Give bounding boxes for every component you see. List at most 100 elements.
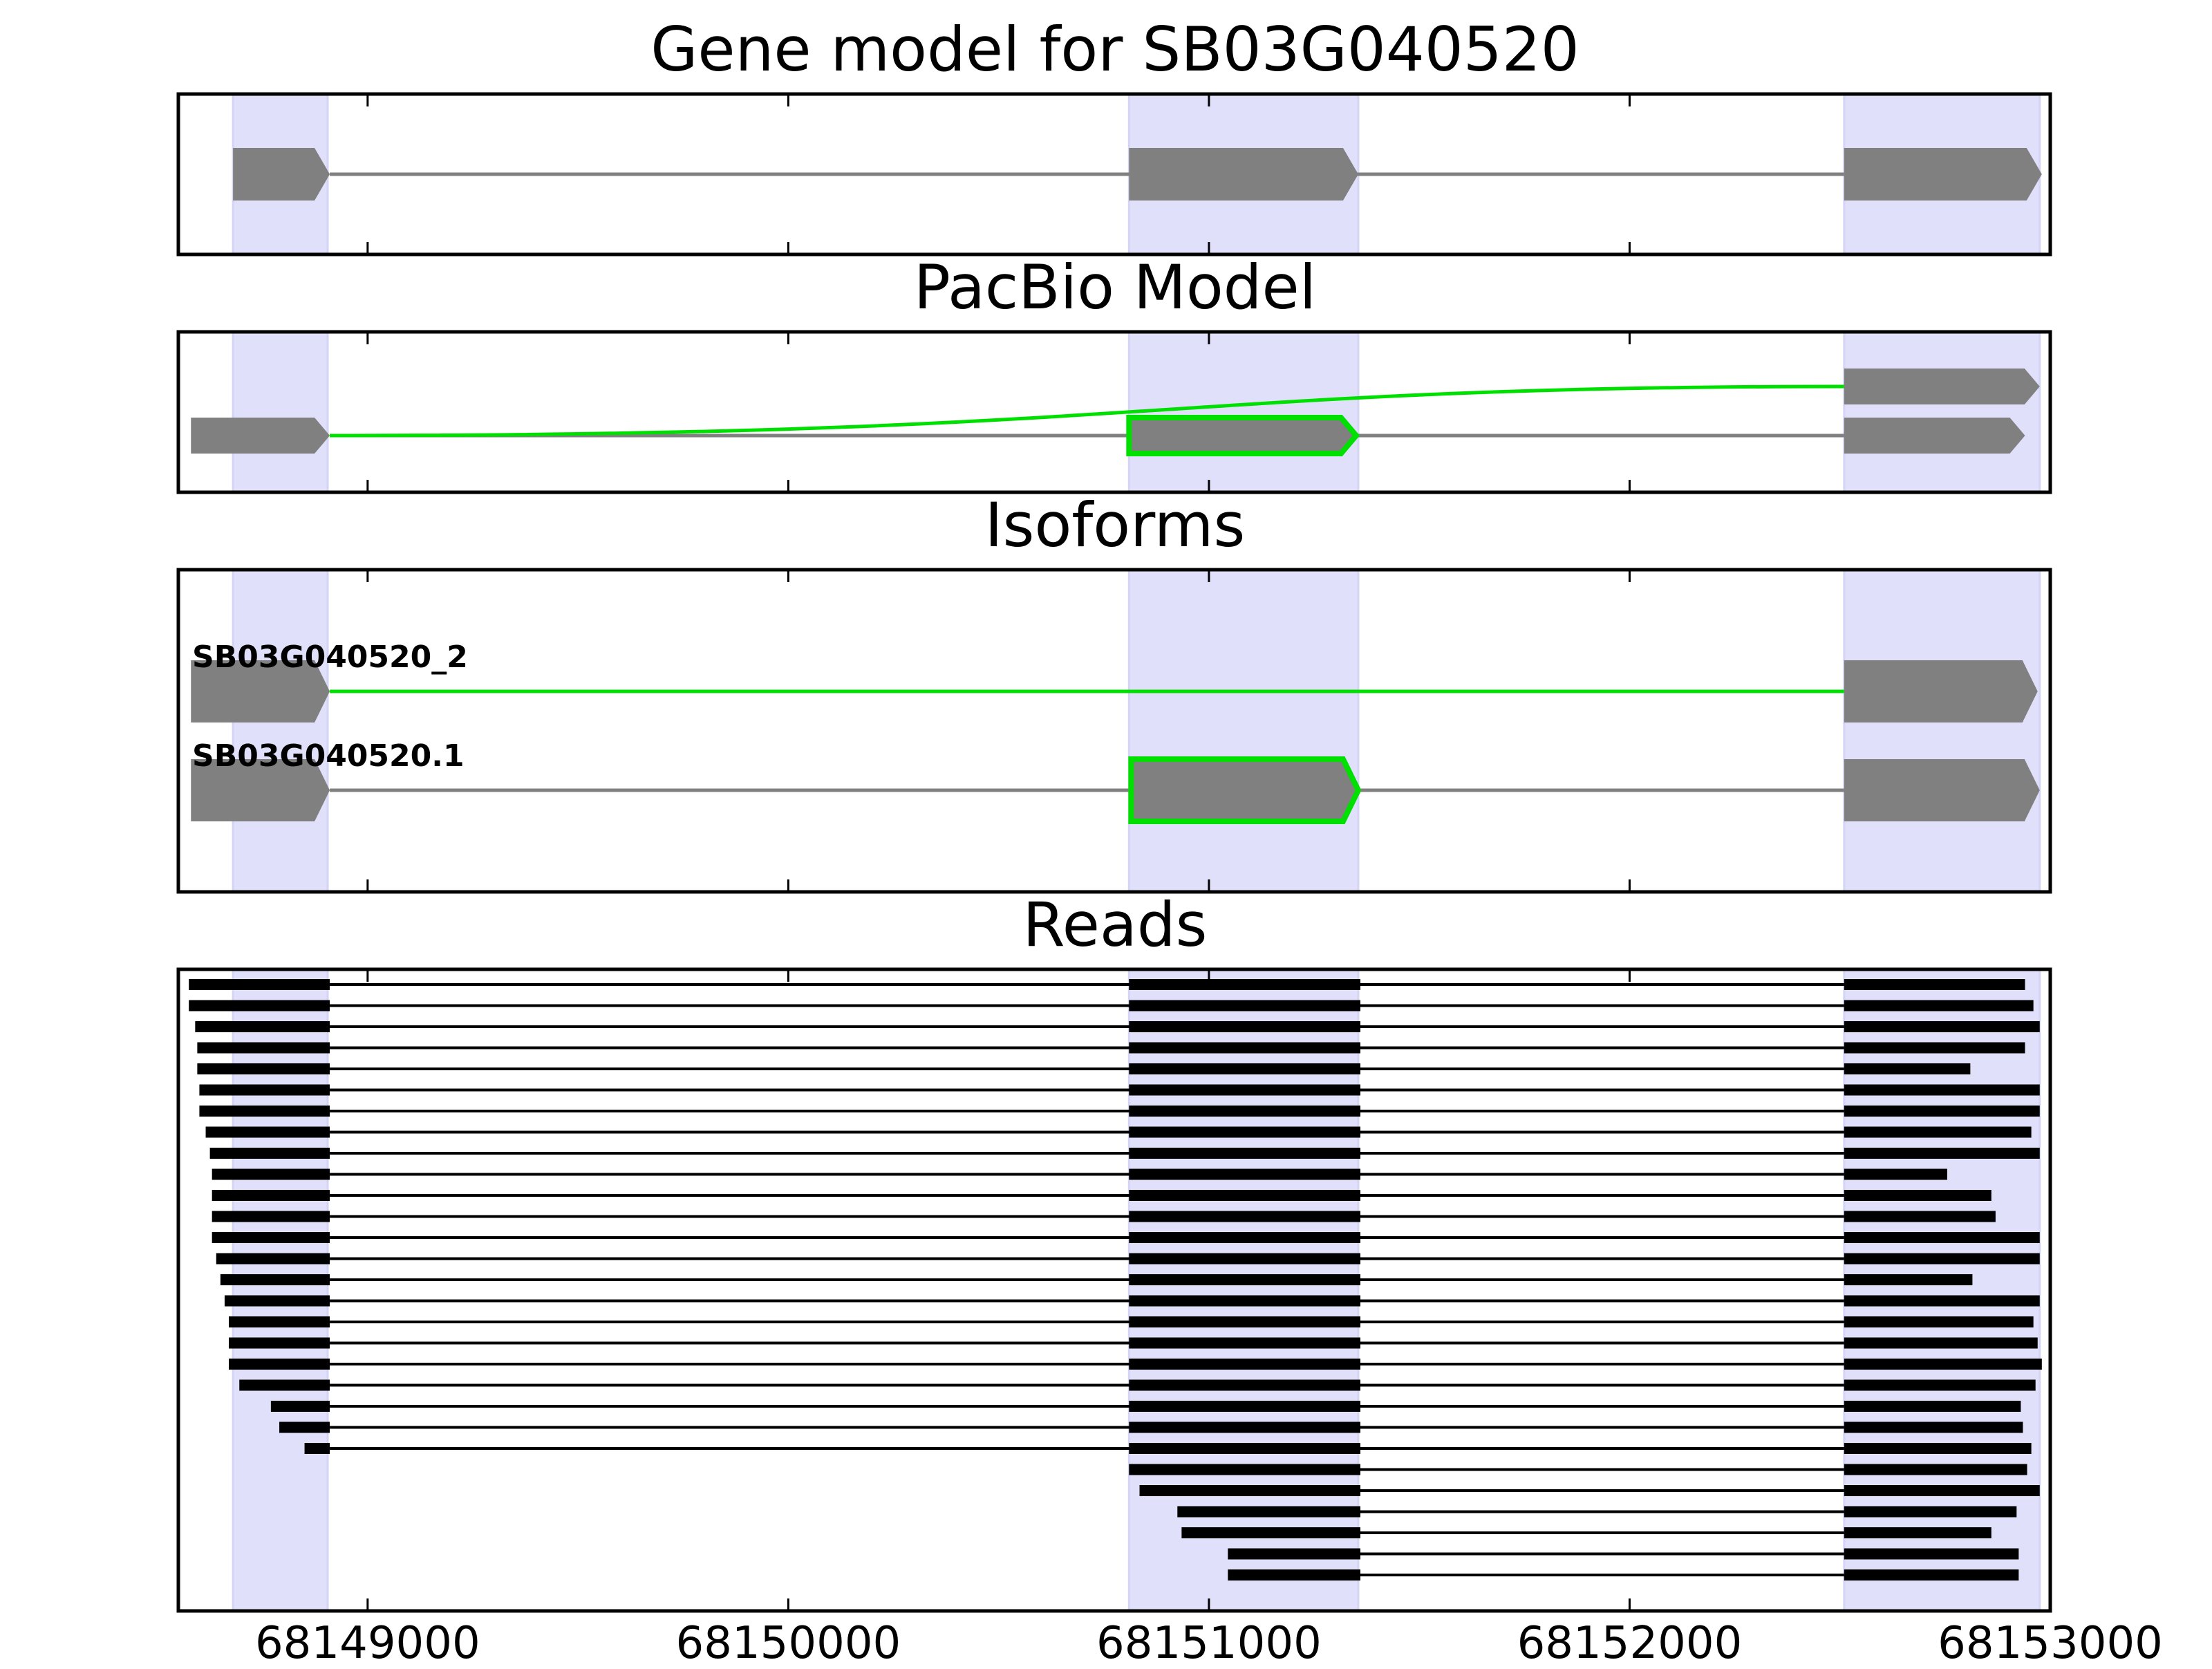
shaded-region-reads-3 [1843,968,2041,1612]
shaded-region-iso-2 [1127,568,1360,893]
read-22-block-2 [1129,1421,1360,1433]
isoform-2-exon-3 [1844,759,2040,821]
read-1-block-3 [1844,979,2025,990]
read-2-block-2 [1129,1000,1360,1011]
read-5-block-1 [197,1063,330,1074]
read-14-block-2 [1129,1253,1360,1265]
reads-title: Reads [1022,889,1208,960]
x-tick-label-1: 68149000 [254,1618,480,1669]
shaded-region-reads-1 [232,968,329,1612]
read-6-block-3 [1844,1084,2040,1096]
read-25-block-2 [1844,1485,2040,1496]
read-17-block-1 [229,1316,330,1327]
read-23-block-2 [1129,1443,1360,1454]
read-25-block-1 [1139,1485,1360,1496]
read-8-block-1 [205,1126,330,1138]
pacbio-exon-1 [191,418,330,454]
read-29-block-2 [1844,1569,2019,1581]
read-4-block-2 [1129,1042,1360,1054]
isoform-1-exon-2 [1844,660,2038,722]
pacbio-upper-exon-1 [1844,369,2040,404]
isoform-2-exon-1 [191,759,330,821]
read-10-block-1 [212,1168,330,1180]
read-20-block-2 [1129,1379,1360,1391]
read-26-block-1 [1177,1506,1360,1518]
isoform-2-exon-2 [1128,756,1362,824]
read-2-block-1 [189,1000,330,1011]
gene-exon-3 [1844,148,2042,201]
x-tick-label-2: 68150000 [675,1618,901,1669]
read-23-block-3 [1844,1443,2032,1454]
read-23-block-1 [304,1443,330,1454]
read-15-block-1 [220,1274,330,1285]
pacbio-model-track [191,369,2040,456]
gene-exon-1 [233,148,330,201]
gene-model-title: Gene model for SB03G040520 [650,14,1580,85]
read-20-block-3 [1844,1379,2036,1391]
read-4-block-1 [197,1042,330,1054]
read-6-block-1 [199,1084,330,1096]
read-26-block-2 [1844,1506,2017,1518]
shaded-region-pacbio-3 [1843,330,2041,494]
read-19-block-3 [1844,1359,2042,1370]
read-4-block-3 [1844,1042,2025,1054]
gene-exon-2 [1129,148,1358,201]
read-19-block-1 [229,1359,330,1370]
read-12-block-2 [1129,1211,1360,1222]
read-24-block-1 [1129,1464,1360,1475]
read-15-block-2 [1129,1274,1360,1285]
read-1-block-2 [1129,979,1360,990]
read-28-block-2 [1844,1548,2019,1560]
read-10-block-2 [1129,1168,1360,1180]
read-14-block-1 [216,1253,330,1265]
read-17-block-2 [1129,1316,1360,1327]
read-28-block-1 [1228,1548,1360,1560]
read-18-block-1 [229,1337,330,1349]
pacbio-model-title: PacBio Model [913,252,1317,323]
read-22-block-3 [1844,1421,2023,1433]
shaded-region-pacbio-1 [232,330,329,494]
read-8-block-3 [1844,1126,2032,1138]
pacbio-exon-2 [1126,415,1360,456]
read-21-block-2 [1129,1401,1360,1412]
reads-panel-frame [176,967,2052,1613]
isoforms-track [191,660,2040,824]
read-2-block-3 [1844,1000,2034,1011]
isoform-label-1: SB03G040520_2 [192,640,468,675]
gene-model-track [233,148,2042,201]
read-3-block-3 [1844,1021,2040,1032]
x-tick-label-4: 68152000 [1517,1618,1743,1669]
read-7-block-2 [1129,1106,1360,1117]
read-1-block-1 [189,979,330,990]
shaded-region-iso-3 [1843,568,2041,893]
shaded-region-reads-2 [1127,968,1360,1612]
read-14-block-3 [1844,1253,2040,1265]
pacbio-skip-junction-curve [330,384,1844,438]
read-9-block-2 [1129,1148,1360,1159]
axis-ticks [366,94,2052,1611]
read-17-block-3 [1844,1316,2034,1327]
read-16-block-3 [1844,1295,2040,1307]
read-20-block-1 [239,1379,330,1391]
isoform-1-exon-1 [191,660,330,722]
pacbio-exon-3 [1844,418,2025,454]
pacbio-panel-frame [176,330,2052,494]
panel-frames [176,92,2052,1613]
read-12-block-3 [1844,1211,1996,1222]
read-16-block-1 [224,1295,330,1307]
read-27-block-1 [1181,1527,1360,1538]
read-12-block-1 [212,1211,330,1222]
read-9-block-3 [1844,1148,2040,1159]
read-3-block-2 [1129,1021,1360,1032]
read-21-block-3 [1844,1401,2021,1412]
read-13-block-1 [212,1232,330,1243]
read-11-block-1 [212,1190,330,1201]
iso-panel-frame [176,568,2052,894]
read-15-block-3 [1844,1274,1973,1285]
read-7-block-3 [1844,1106,2040,1117]
isoform-label-2: SB03G040520.1 [192,738,465,774]
read-13-block-2 [1129,1232,1360,1243]
gene-panel-frame [176,92,2052,257]
read-13-block-3 [1844,1232,2040,1243]
